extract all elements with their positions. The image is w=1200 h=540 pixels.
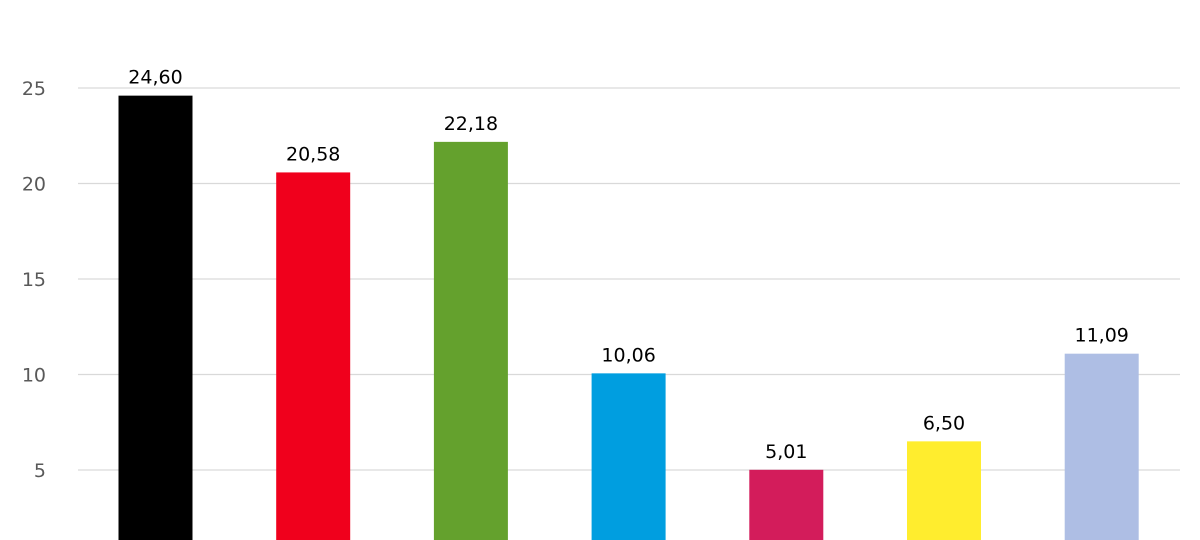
bar [276, 172, 351, 540]
bar-value-label: 24,60 [128, 67, 182, 89]
bar-value-label: 10,06 [601, 344, 655, 366]
bar-value-label: 20,58 [286, 143, 340, 165]
bar [591, 373, 666, 540]
y-tick-label: 5 [34, 460, 46, 482]
bar [433, 141, 508, 540]
y-tick-label: 30 [22, 0, 46, 5]
bar [118, 95, 193, 540]
bar [1064, 353, 1139, 540]
bar [749, 469, 824, 540]
y-axis-tick-labels: 5 10 15 20 25 30 [22, 0, 46, 482]
bar-value-label: 22,18 [444, 113, 498, 135]
bars [118, 95, 1139, 540]
y-tick-label: 25 [22, 78, 46, 100]
y-tick-label: 20 [22, 174, 46, 196]
bar [907, 441, 981, 540]
bar-value-label: 6,50 [923, 412, 965, 434]
data-labels: 24,60 20,58 22,18 10,06 5,01 6,50 11,09 [128, 67, 1129, 463]
y-tick-label: 10 [22, 365, 46, 387]
bar-value-label: 5,01 [765, 441, 807, 463]
y-tick-label: 15 [22, 269, 46, 291]
bar-value-label: 11,09 [1074, 325, 1128, 347]
grid-lines [78, 87, 1180, 471]
